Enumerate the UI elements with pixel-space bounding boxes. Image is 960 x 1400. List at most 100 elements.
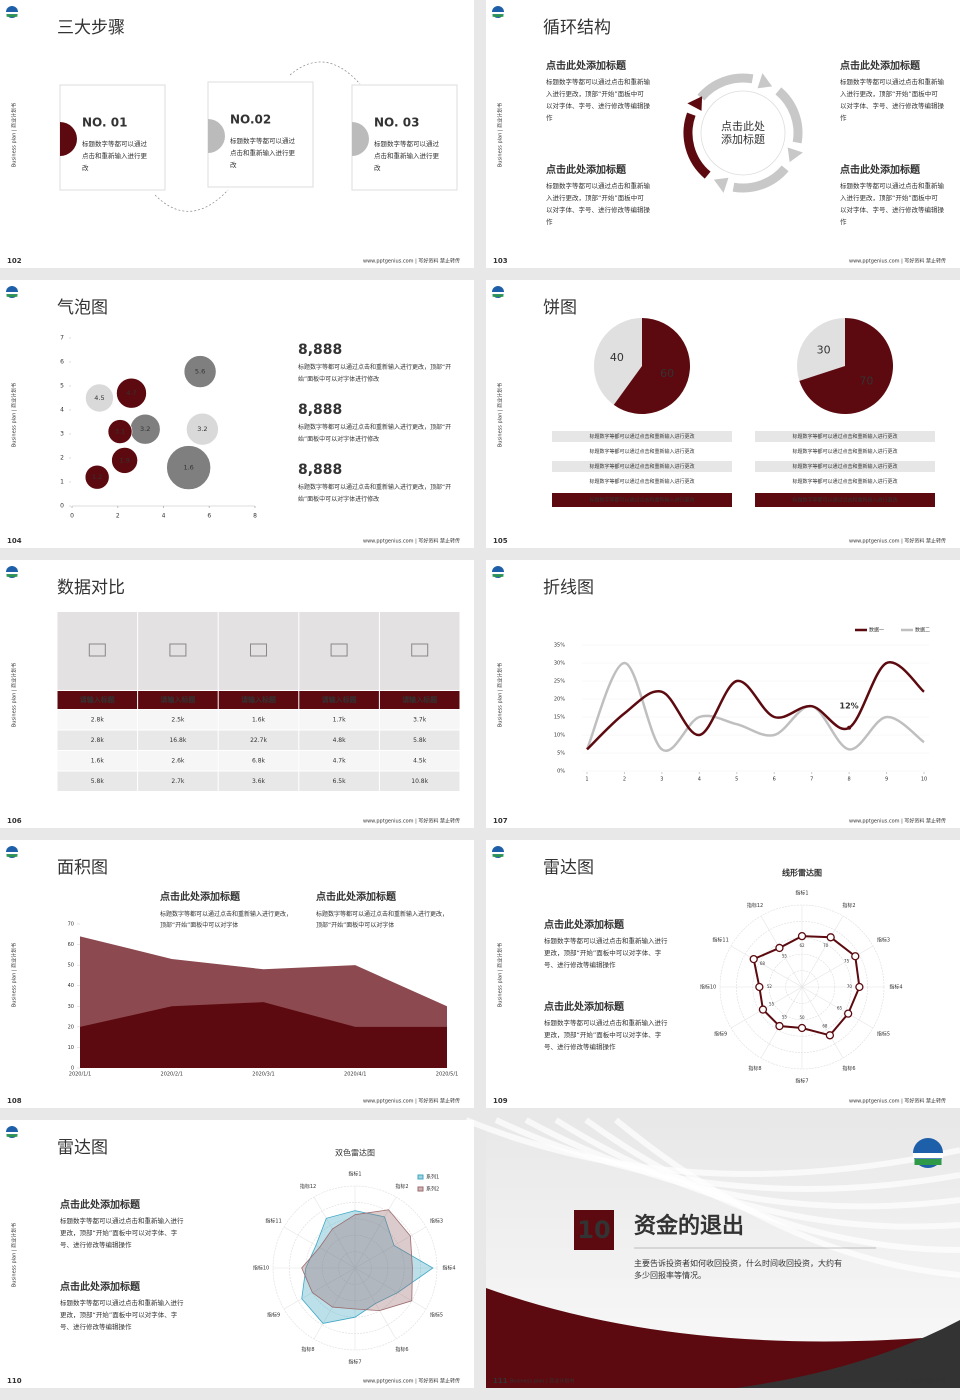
cycle-arrow (687, 96, 703, 111)
y-tick-label: 2 (60, 455, 64, 462)
bubble (107, 419, 133, 444)
side-label: Business plan | 商业计划书 (497, 103, 504, 167)
pie-slice (613, 318, 690, 414)
text-line: 始”面板中可以对字体进行修改 (298, 435, 379, 443)
text-line: 改 (82, 163, 89, 172)
note-text: 标题数字等都可以通过点击和重新输入进行更改 (589, 463, 694, 470)
image-icon (88, 643, 106, 657)
pie-slice (799, 318, 893, 414)
x-tick-label: 2020/1/1 (69, 1072, 91, 1078)
image-icon (411, 643, 429, 657)
pie-slice (594, 318, 642, 405)
text-line: 标题数字等都可以通过 (374, 139, 440, 148)
pie-label: 60 (660, 367, 674, 380)
block-heading: 点击此处添加标题 (316, 890, 397, 903)
slide: 三大步骤 102 www.pptgenius.com | 写好资料 禁止转传 Busi… (0, 0, 474, 268)
side-label: Business plan | 商业计划书 (510, 1378, 574, 1385)
cycle-inner (700, 90, 786, 176)
step-half-circle (352, 122, 369, 156)
text-line: 标题数字等都可以通过点击和重新输入进行 (544, 936, 668, 945)
radar-label: 指标1 (348, 1171, 361, 1178)
note-text: 标题数字等都可以通过点击和重新输入进行更改 (589, 478, 694, 485)
text-line: 更改，顶部“开始”面板中可以对字体、字 (544, 1030, 662, 1039)
slide-bg (486, 560, 960, 828)
table-cell (299, 730, 379, 750)
pie-slice (797, 318, 845, 381)
radar-label: 指标4 (442, 1265, 455, 1272)
text-line: 顶部“开始”面板中可以对字体 (316, 921, 394, 929)
note-row (755, 431, 935, 442)
header-text: 请输入标题 (160, 695, 196, 704)
y-tick-label: 0% (557, 769, 565, 775)
x-tick-label: 0 (70, 513, 74, 520)
x-tick-label: 10 (921, 777, 927, 783)
stat-value: 8,888 (298, 342, 342, 358)
logo-stripe (6, 572, 18, 575)
cycle-arc (775, 87, 803, 144)
text-line: 更改，顶部“开始”面板中可以对字体、字 (60, 1310, 178, 1319)
step-box (59, 84, 166, 191)
block-heading: 点击此处添加标题 (160, 890, 241, 903)
radar-label: 指标12 (747, 902, 763, 909)
radar-label: 指标11 (265, 1218, 281, 1225)
step-text: 标题数字等都可以通过点击和重新输入进行更改 (374, 139, 440, 172)
text-line: 标题数字等都可以通过 (82, 139, 148, 148)
logo-stripe (913, 1153, 943, 1159)
text-line: 标题数字等都可以通过点击和重新输入进行 (544, 1018, 668, 1027)
cell-text: 5.8k (91, 778, 105, 785)
table-cell (379, 771, 460, 791)
side-label: Business plan | 商业计划书 (11, 943, 18, 1007)
radar-axis (801, 945, 874, 988)
table-cell (57, 730, 138, 750)
image-icon (250, 643, 267, 657)
side-label: Business plan | 商业计划书 (11, 663, 18, 727)
bubble (183, 355, 217, 388)
table-cell (299, 771, 379, 791)
block-body: 标题数字等都可以通过点击和重新输入进行更改， 顶部“开始”面板中可以对字体 (316, 910, 448, 929)
radar-label: 指标3 (430, 1218, 443, 1225)
slide: 雷达图 110 www.pptgenius.com | 写好资料 禁止转传 Busin… (0, 1120, 474, 1388)
text-line: 作 (546, 217, 553, 226)
page-number: 102 (7, 257, 22, 265)
radar-point (755, 982, 764, 992)
bubble-label: 4.5 (94, 394, 104, 402)
radar-axis (283, 1267, 356, 1310)
block-heading: 点击此处添加标题 (546, 163, 627, 176)
x-tick-label: 3 (660, 777, 663, 783)
text-line: 点击和重新输入进行更 (82, 151, 148, 160)
cell-text: 2.8k (91, 737, 105, 744)
page-number: 109 (493, 1097, 508, 1105)
table-cell (379, 730, 460, 750)
cycle-arrow (787, 147, 803, 163)
value-label: 68 (760, 961, 766, 966)
table-cell (379, 751, 460, 771)
block-body: 标题数字等都可以通过点击和重新输入进行更改，顶部“开始”面板中可以对字体、字号、… (544, 1018, 668, 1051)
x-tick-label: 4 (698, 777, 701, 783)
slide-title: 折线图 (543, 578, 594, 598)
logo-stripe (6, 574, 18, 577)
text-line: 点击此处 (721, 120, 765, 133)
block-body: 标题数字等都可以通过点击和重新输入进行更改，顶部“开始”面板中可以对字体、字号、… (840, 77, 945, 122)
block-heading: 点击此处添加标题 (544, 1000, 625, 1013)
text-line: 标题数字等都可以通过 (230, 136, 296, 145)
section-number: 10 (577, 1216, 610, 1244)
bubble-label: 1.2 (92, 473, 102, 481)
image-placeholder (138, 612, 218, 690)
text-line: 顶部“开始”面板中可以对字体 (160, 921, 238, 929)
cell-text: 2.5k (171, 717, 185, 724)
swoosh (494, 1117, 960, 1192)
logo-stripe (914, 1159, 942, 1165)
value-label: 55 (782, 954, 788, 959)
note-row (552, 446, 732, 457)
text-line: 以对字体、字号、进行修改等编辑操 (840, 101, 945, 110)
text-line: 改 (374, 163, 381, 172)
value-label: 50 (799, 1015, 805, 1020)
text-line: 标题数字等都可以通过点击和重新输入进行更改，顶部“开 (298, 483, 451, 491)
logo-stripe (6, 854, 18, 857)
footer: www.pptgenius.com | 写好资料 禁止转传 (363, 538, 460, 545)
y-tick-label: 7 (60, 335, 64, 342)
cell-text: 6.8k (252, 758, 266, 765)
radar-label: 指标3 (877, 937, 890, 944)
text-line: 作 (840, 113, 847, 122)
